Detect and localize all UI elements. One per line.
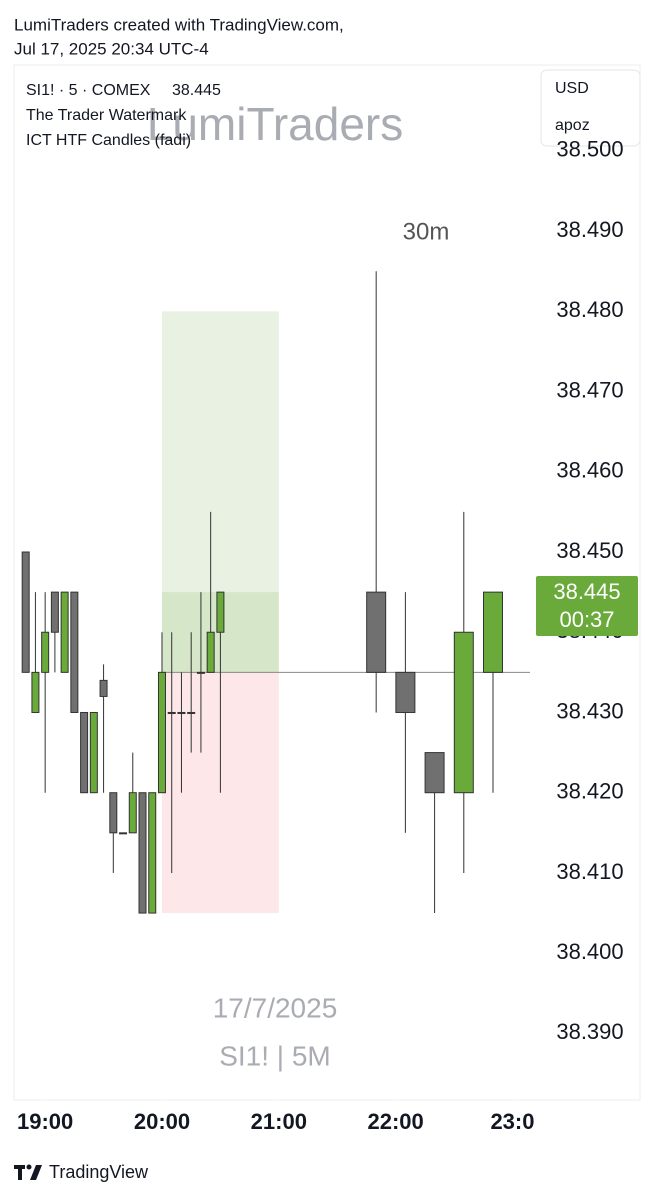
header-line: Jul 17, 2025 20:34 UTC-4 [14,39,209,58]
candle-body [453,631,474,794]
price-tag-value: 38.445 [553,579,620,604]
candle-body [41,631,50,673]
candle-body [109,792,118,834]
candle-body [366,591,387,673]
currency[interactable]: USD [555,80,589,97]
legend-price: 38.445 [172,82,221,99]
footer-brand: TradingView [49,1162,149,1182]
candle-body [424,752,445,794]
candle-body [31,671,40,713]
candle-body [395,671,416,713]
scale-box[interactable] [540,69,641,147]
candle-body [177,711,186,714]
header-line: LumiTraders created with TradingView.com… [14,15,344,34]
candle-body [119,832,128,835]
y-tick-label: 38.450 [556,538,623,563]
candle-body [157,671,166,794]
account[interactable]: apoz [555,117,590,134]
candle-body [216,591,225,633]
y-tick-label: 38.460 [556,458,623,483]
x-tick-label: 19:00 [17,1109,73,1134]
x-tick-label: 22:00 [368,1109,424,1134]
candle-body [187,711,196,714]
y-tick-label: 38.410 [556,859,623,884]
candle-body [60,591,69,673]
plot-area [21,271,530,914]
candle-body [483,591,504,673]
watermark-symbol: SI1! | 5M [219,1040,331,1071]
y-axis: 38.39038.40038.41038.42038.43038.44038.4… [534,137,624,1044]
candle-body [167,711,176,714]
candle-body [50,591,59,633]
y-tick-label: 38.430 [556,698,623,723]
chart-frame [13,64,641,1101]
logo [14,1164,42,1180]
y-tick-label: 38.390 [556,1019,623,1044]
htf-label: 30m [403,218,450,245]
symbol: SI1! · 5 · COMEX [26,82,151,99]
candle-body [138,792,147,914]
indicator-name: ICT HTF Candles (fadi) [26,132,191,149]
watermark-date: 17/7/2025 [213,992,338,1023]
price-tag [536,576,638,636]
price-tag-countdown: 00:37 [559,607,614,632]
y-tick-label: 38.500 [556,137,623,162]
y-tick-label: 38.400 [556,939,623,964]
y-tick-label: 38.480 [556,297,623,322]
x-tick-label: 20:00 [134,1109,190,1134]
indicator-name: The Trader Watermark [26,107,187,124]
candle-body [80,711,89,794]
candle-body [70,591,79,713]
candle-body [148,792,157,914]
y-tick-label: 38.490 [556,217,623,242]
candle-body [99,679,108,697]
watermark: LumiTraders [147,98,403,150]
candle-body [21,551,30,673]
x-axis: 19:00 20:00 21:00 22:00 23:0 [17,1100,534,1134]
y-tick-label: 38.470 [556,377,623,402]
candle-body [128,792,137,834]
candle-body [196,671,205,674]
y-tick-label: 38.420 [556,779,623,804]
candle-body [206,631,215,673]
candle-body [89,711,98,794]
x-tick-label: 21:00 [251,1109,307,1134]
x-tick-label: 23:0 [490,1109,534,1134]
